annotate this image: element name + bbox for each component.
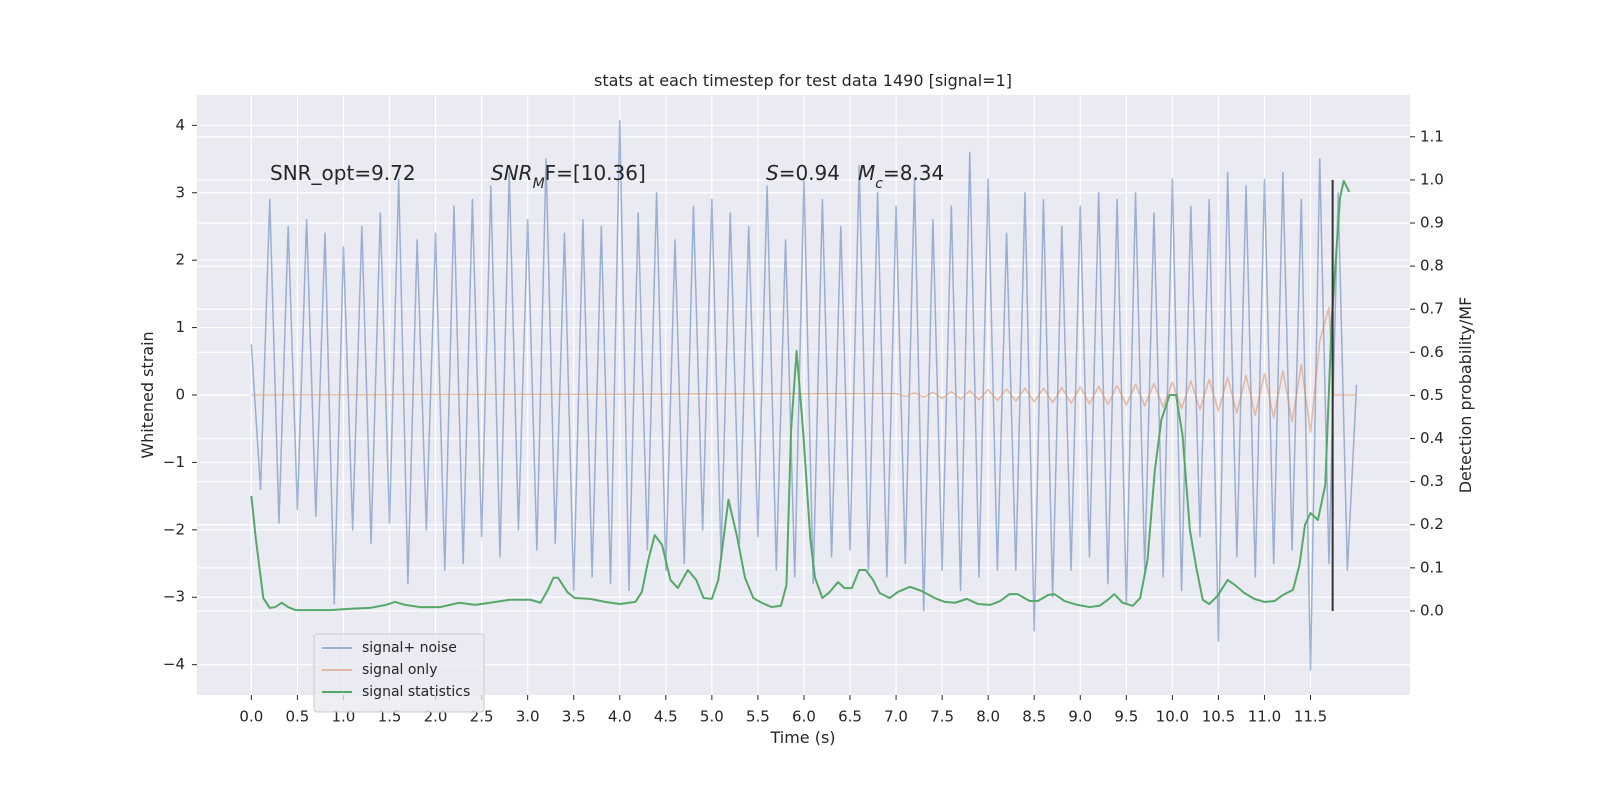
series-line — [250, 179, 1351, 612]
y2-tick-label: 0.2 — [1420, 515, 1444, 533]
y2-tick-label: 0.6 — [1420, 343, 1444, 361]
y2-tick-label: 0.5 — [1420, 386, 1444, 404]
legend-box — [313, 633, 485, 713]
x-tick-label: 10.0 — [1156, 708, 1189, 726]
y2-axis-label: Detection probability/MF — [1456, 297, 1475, 494]
x-tick-label: 9.5 — [1114, 708, 1138, 726]
x-tick-label: 7.5 — [930, 708, 954, 726]
y-tick-label: 2 — [175, 251, 185, 269]
annotation-part: SNR — [491, 161, 533, 185]
x-tick-label: 3.0 — [516, 708, 540, 726]
legend-label: signal only — [362, 662, 437, 678]
x-tick-label: 4.0 — [608, 708, 632, 726]
annotation-part: M — [858, 161, 875, 185]
annotation-part: SNR_opt=9.72 — [270, 161, 416, 185]
x-tick-label: 8.5 — [1022, 708, 1046, 726]
legend-label: signal statistics — [362, 684, 470, 700]
y2-tick-label: 0.9 — [1420, 214, 1444, 232]
x-tick-label: 8.0 — [976, 708, 1000, 726]
x-tick-label: 6.5 — [838, 708, 862, 726]
annotation-part: F=[10.36] — [545, 161, 646, 185]
y2-tick-label: 0.1 — [1420, 558, 1444, 576]
y-tick-label: −1 — [163, 453, 185, 471]
y2-tick-label: 1.1 — [1420, 127, 1444, 145]
series-line — [250, 119, 1358, 671]
x-tick-label: 5.0 — [700, 708, 724, 726]
annotation: SNRMF=[10.36] — [491, 161, 646, 192]
y-axis-label: Whitened strain — [138, 331, 157, 458]
chart-title: stats at each timestep for test data 149… — [594, 71, 1012, 90]
x-tick-label: 7.0 — [884, 708, 908, 726]
y2-tick-label: 0.4 — [1420, 429, 1444, 447]
y-tick-label: 3 — [175, 183, 185, 201]
series-line — [251, 306, 1357, 433]
y-tick-label: −3 — [163, 588, 185, 606]
y-tick-label: −4 — [163, 655, 185, 673]
x-axis-label: Time (s) — [769, 728, 835, 747]
x-tick-label: 3.5 — [562, 708, 586, 726]
y-tick-label: 0 — [175, 386, 185, 404]
x-tick-label: 11.0 — [1248, 708, 1281, 726]
y-tick-label: −2 — [163, 520, 185, 538]
y2-tick-label: 0.0 — [1420, 601, 1444, 619]
y2-tick-label: 0.7 — [1420, 300, 1444, 318]
annotation-part: =0.94 — [779, 161, 840, 185]
x-tick-label: 6.0 — [792, 708, 816, 726]
y2-tick-label: 1.0 — [1420, 170, 1444, 188]
y2-tick-label: 0.8 — [1420, 257, 1444, 275]
annotation-part: c — [875, 176, 883, 192]
x-tick-label: 10.5 — [1202, 708, 1235, 726]
x-tick-label: 0.5 — [285, 708, 309, 726]
annotation-part: S — [766, 161, 779, 185]
annotation: S=0.94 — [766, 161, 840, 185]
annotation-part: =8.34 — [883, 161, 944, 185]
x-tick-label: 5.5 — [746, 708, 770, 726]
x-tick-label: 9.0 — [1068, 708, 1092, 726]
legend-label: signal+ noise — [362, 640, 457, 656]
x-tick-label: 11.5 — [1294, 708, 1327, 726]
x-tick-label: 0.0 — [239, 708, 263, 726]
y-tick-label: 1 — [175, 318, 185, 336]
annotation-part: M — [533, 176, 545, 192]
y-tick-label: 4 — [175, 116, 185, 134]
y2-tick-label: 0.3 — [1420, 472, 1444, 490]
x-tick-label: 4.5 — [654, 708, 678, 726]
annotation: Mc=8.34 — [858, 161, 944, 192]
annotation: SNR_opt=9.72 — [270, 161, 416, 185]
